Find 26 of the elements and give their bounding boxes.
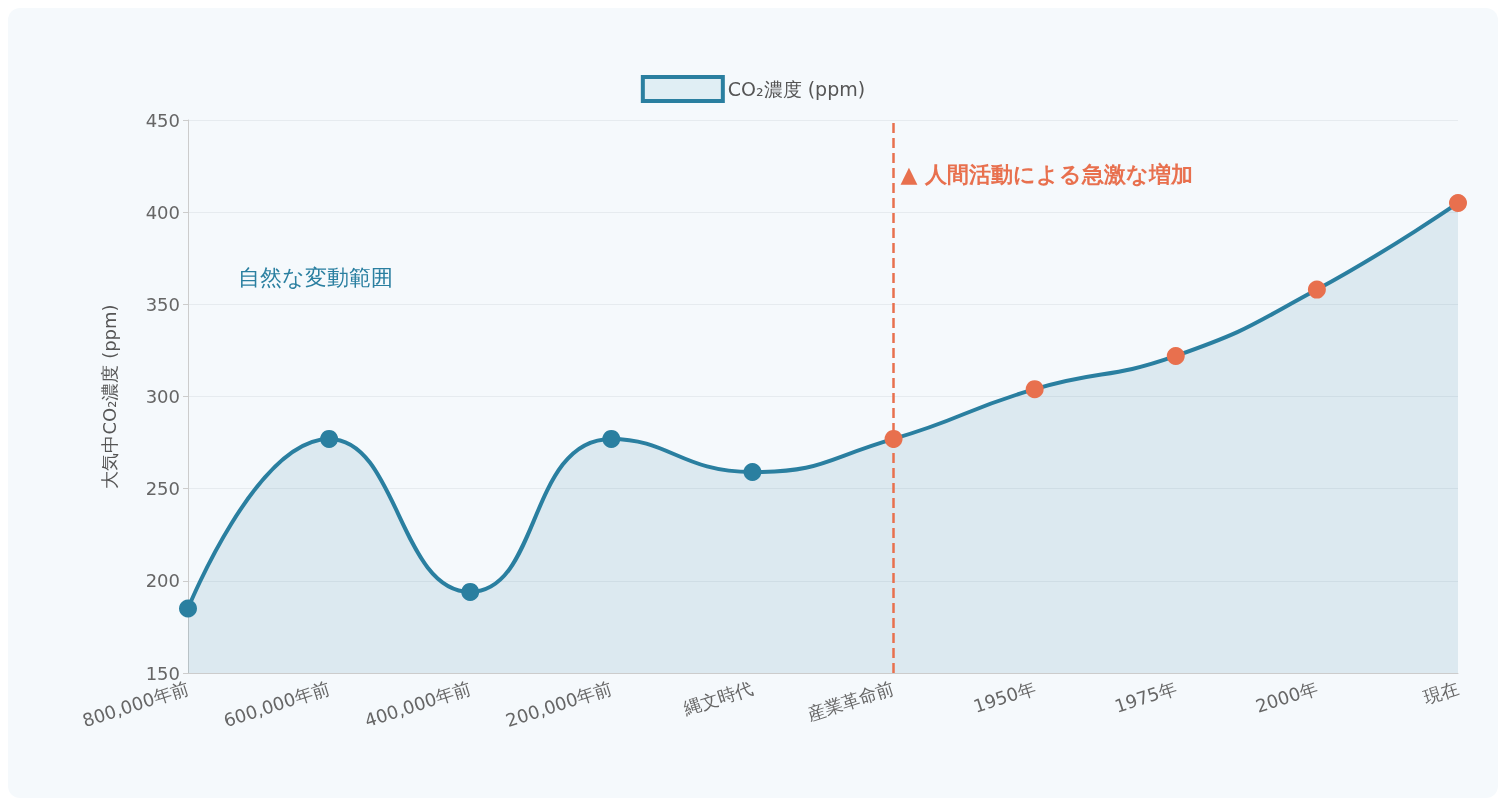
point xyxy=(320,429,339,448)
point xyxy=(461,582,480,601)
y-axis-title: 大気中CO₂濃度 (ppm) xyxy=(98,304,120,489)
y-tick-label: 300 xyxy=(145,386,180,407)
x-tick-label: 1975年 xyxy=(1111,677,1180,717)
y-tick-label: 150 xyxy=(145,662,180,684)
point xyxy=(1307,280,1326,299)
point xyxy=(1025,380,1044,399)
point xyxy=(602,429,621,448)
x-tick-label: 2000年 xyxy=(1252,677,1321,717)
y-tick-label: 350 xyxy=(145,293,180,315)
legend-label: CO₂濃度 (ppm) xyxy=(727,78,866,100)
x-tick-label: 縄文時代 xyxy=(679,677,756,720)
point xyxy=(1166,346,1185,365)
point xyxy=(1449,193,1467,212)
y-tick-label: 400 xyxy=(145,201,180,223)
point xyxy=(179,599,197,618)
ref-line-label: ▲ 人間活動による急激な増加 xyxy=(900,161,1194,187)
point xyxy=(743,463,762,482)
x-tick-label: 1950年 xyxy=(970,677,1038,717)
y-tick-label: 200 xyxy=(145,570,180,592)
annotation: 自然な変動範囲 xyxy=(238,264,393,290)
x-tick-label: 現在 xyxy=(1420,677,1462,709)
x-tick-label: 産業革命前 xyxy=(804,677,897,725)
y-tick-label: 250 xyxy=(145,478,180,500)
y-tick-label: 450 xyxy=(145,109,180,131)
